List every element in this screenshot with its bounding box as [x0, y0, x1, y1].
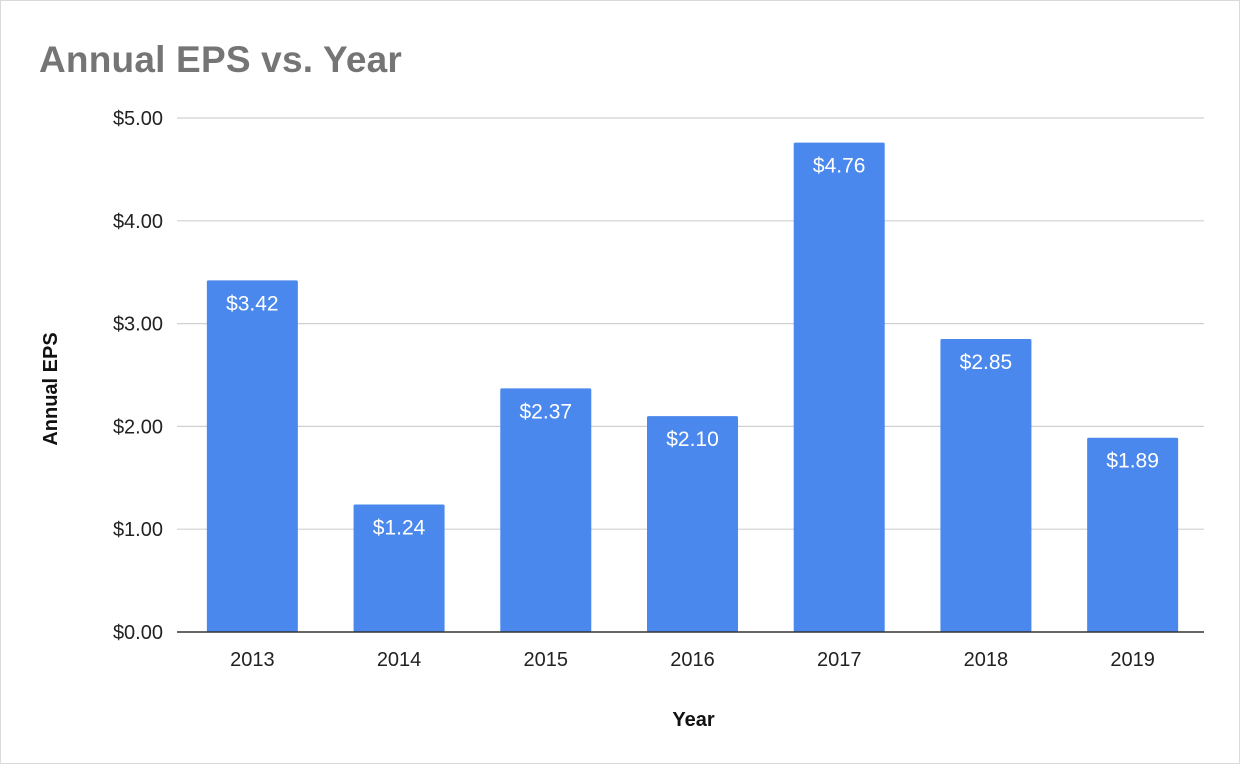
data-label: $1.24 — [373, 517, 426, 540]
bar — [647, 416, 738, 632]
x-axis-ticks: 2013 2014 2015 2016 2017 2018 2019 — [230, 649, 1155, 671]
chart-title: Annual EPS vs. Year — [39, 39, 403, 80]
bar — [793, 142, 885, 632]
data-label: $4.76 — [813, 155, 866, 178]
x-tick-label: 2019 — [1110, 649, 1155, 671]
data-label: $2.10 — [666, 428, 719, 451]
x-tick-label: 2015 — [524, 649, 569, 671]
y-tick-label: $5.00 — [113, 108, 163, 130]
bars: $3.42 $1.24 $2.37 $2.10 $4.76 $2.85 $1.89 — [206, 142, 1179, 632]
data-label: $2.37 — [520, 400, 573, 423]
y-tick-label: $0.00 — [113, 622, 163, 644]
x-axis-title: Year — [672, 709, 714, 731]
bar — [206, 280, 298, 632]
bar — [940, 339, 1032, 632]
x-tick-label: 2017 — [817, 649, 862, 671]
x-tick-label: 2016 — [670, 649, 715, 671]
y-tick-label: $2.00 — [113, 416, 163, 438]
x-tick-label: 2014 — [377, 649, 422, 671]
x-tick-label: 2018 — [964, 649, 1009, 671]
y-tick-label: $3.00 — [113, 314, 163, 336]
bar — [1087, 437, 1179, 632]
y-axis-title: Annual EPS — [40, 332, 62, 445]
data-label: $1.89 — [1106, 450, 1159, 473]
bar — [500, 388, 592, 632]
y-tick-label: $4.00 — [113, 211, 163, 233]
y-tick-label: $1.00 — [113, 519, 163, 541]
bar — [353, 504, 445, 632]
data-label: $3.42 — [226, 292, 279, 315]
x-tick-label: 2013 — [230, 649, 275, 671]
data-label: $2.85 — [960, 351, 1013, 374]
y-axis-ticks: $0.00 $1.00 $2.00 $3.00 $4.00 $5.00 — [113, 108, 163, 644]
